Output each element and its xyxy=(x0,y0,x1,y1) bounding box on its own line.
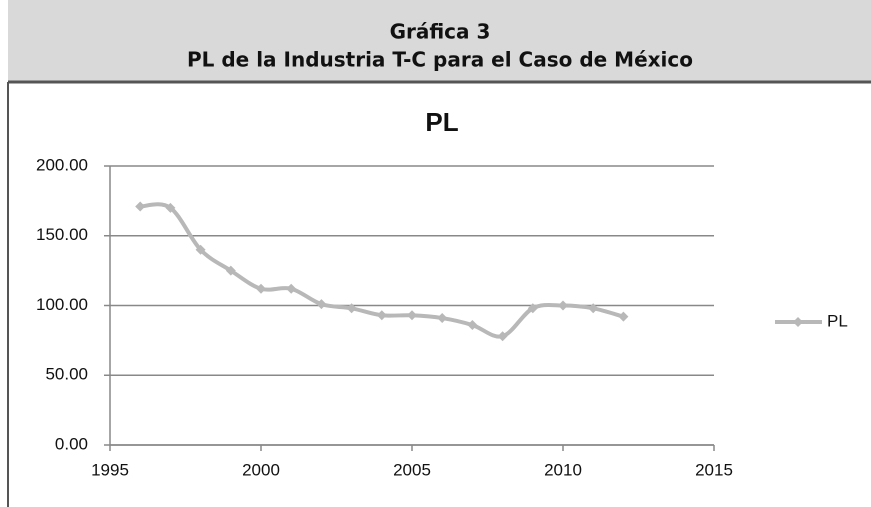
point-marker xyxy=(558,300,568,311)
x-tick-label: 1995 xyxy=(91,460,129,479)
chart-title: PL xyxy=(425,107,458,137)
point-marker xyxy=(346,303,357,314)
header-band xyxy=(8,0,871,81)
x-tick-label: 2015 xyxy=(695,460,733,479)
point-marker xyxy=(497,331,508,342)
point-marker xyxy=(467,320,478,331)
x-tick-label: 2005 xyxy=(393,460,431,479)
y-tick-label: 150.00 xyxy=(36,225,88,244)
point-marker xyxy=(256,283,266,294)
point-marker xyxy=(195,244,206,255)
point-marker xyxy=(225,265,236,276)
point-marker xyxy=(316,299,327,310)
y-tick-label: 100.00 xyxy=(36,295,88,314)
point-marker xyxy=(286,283,297,294)
point-marker xyxy=(135,201,146,212)
point-marker xyxy=(527,303,538,314)
legend-marker xyxy=(793,317,803,327)
x-tick-label: 2010 xyxy=(544,460,582,479)
legend-label: PL xyxy=(827,311,848,330)
point-marker xyxy=(588,303,599,314)
point-marker xyxy=(618,311,629,322)
point-marker xyxy=(407,310,417,321)
y-tick-label: 200.00 xyxy=(36,155,88,174)
x-tick-label: 2000 xyxy=(242,460,280,479)
y-tick-label: 0.00 xyxy=(55,434,88,453)
y-tick-label: 50.00 xyxy=(45,365,88,384)
header-subtitle: PL de la Industria T-C para el Caso de M… xyxy=(187,48,693,72)
header-title: Gráfica 3 xyxy=(390,20,491,44)
point-marker xyxy=(376,310,387,321)
point-marker xyxy=(165,202,176,213)
point-marker xyxy=(437,313,448,324)
